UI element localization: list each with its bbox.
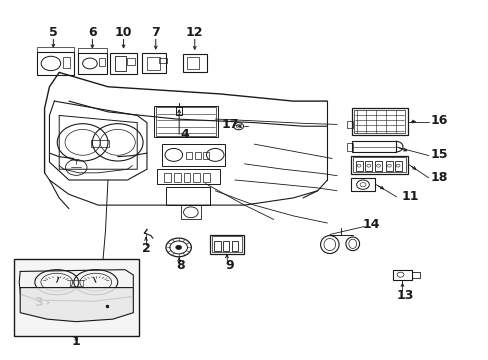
Bar [203, 173, 209, 182]
Bar [352, 157, 406, 172]
Bar [115, 56, 125, 71]
Bar [351, 141, 395, 152]
Bar [210, 235, 243, 253]
Bar [176, 107, 182, 115]
Text: 2: 2 [142, 242, 150, 255]
Text: 9: 9 [225, 259, 234, 272]
Bar [99, 58, 105, 66]
Circle shape [175, 245, 181, 249]
Bar [194, 152, 201, 159]
Bar [185, 152, 192, 159]
Bar [385, 161, 392, 171]
Bar [127, 58, 135, 65]
Text: 17: 17 [221, 118, 238, 131]
Bar [211, 236, 242, 252]
Bar [37, 47, 74, 52]
Bar [78, 48, 107, 53]
Bar [183, 173, 190, 182]
Text: 11: 11 [401, 190, 418, 203]
Text: 5: 5 [49, 26, 58, 39]
Bar [158, 58, 167, 63]
Text: 13: 13 [396, 289, 413, 302]
Bar [203, 152, 209, 159]
Text: 12: 12 [185, 26, 203, 39]
Text: 16: 16 [430, 114, 447, 127]
Bar [186, 57, 199, 69]
Bar [350, 178, 374, 192]
Bar [355, 161, 362, 171]
Bar [231, 240, 238, 251]
Bar [394, 161, 401, 171]
Bar [353, 110, 405, 134]
Bar [161, 144, 224, 166]
Bar [166, 187, 210, 205]
Text: 10: 10 [115, 26, 132, 39]
Text: 15: 15 [430, 148, 447, 161]
Bar [70, 280, 83, 286]
Bar [193, 173, 200, 182]
Bar [62, 57, 70, 68]
Bar [163, 173, 170, 182]
Bar [223, 240, 229, 251]
Bar [346, 143, 352, 150]
Bar [156, 107, 216, 136]
Bar [346, 121, 352, 129]
Bar [214, 240, 220, 251]
Bar [14, 259, 139, 336]
Text: 1: 1 [72, 335, 81, 348]
Text: 8: 8 [176, 259, 184, 272]
Bar [154, 107, 217, 137]
Bar [37, 52, 74, 75]
Bar [182, 54, 206, 72]
Bar [110, 53, 137, 74]
Bar [78, 53, 107, 74]
Bar [392, 270, 411, 280]
Text: 7: 7 [151, 26, 160, 39]
Text: 6: 6 [88, 26, 97, 39]
Polygon shape [20, 288, 133, 321]
Text: 14: 14 [362, 218, 379, 231]
Bar [411, 272, 419, 278]
Bar [91, 140, 109, 147]
Text: 4: 4 [180, 127, 189, 141]
Bar [147, 57, 159, 69]
Bar [157, 169, 220, 184]
Bar [173, 173, 180, 182]
Bar [365, 161, 371, 171]
Bar [350, 156, 407, 174]
Text: 18: 18 [430, 171, 447, 184]
Text: 3: 3 [34, 296, 43, 309]
Bar [142, 53, 166, 73]
Bar [374, 161, 381, 171]
Bar [351, 108, 407, 135]
Bar [181, 205, 200, 220]
